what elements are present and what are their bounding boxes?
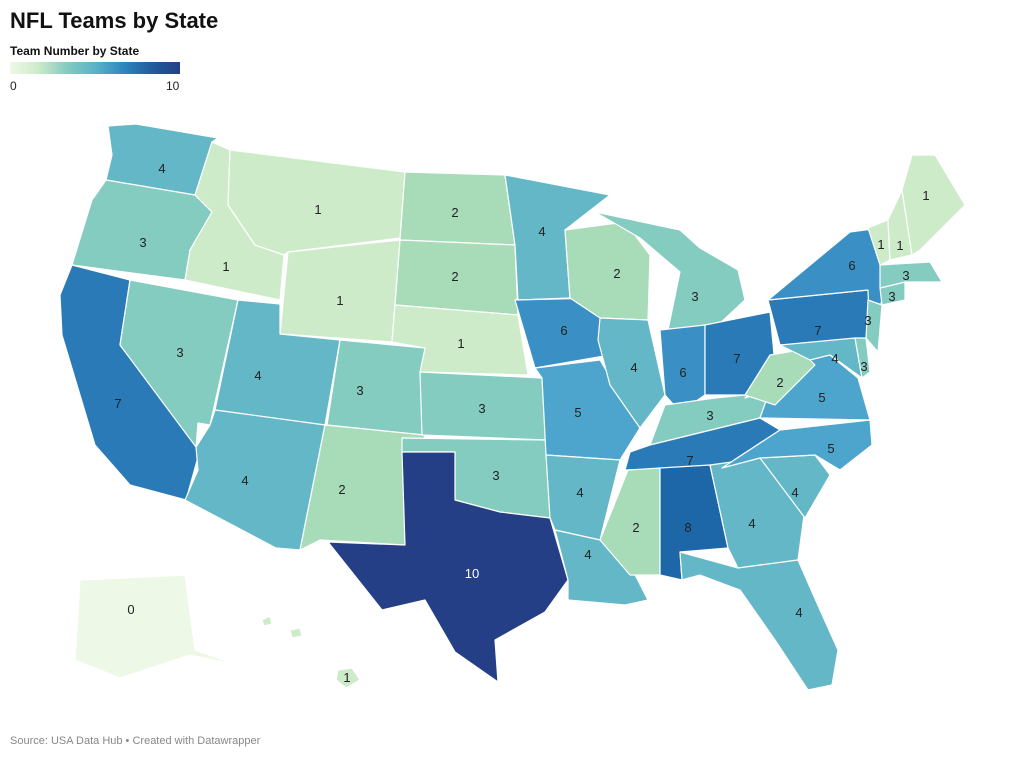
state-value-label-ca: 7 (114, 396, 121, 411)
state-value-label-ks: 3 (478, 401, 485, 416)
state-value-label-md: 4 (831, 351, 838, 366)
state-nj[interactable] (865, 299, 883, 353)
state-de[interactable] (854, 337, 871, 379)
state-value-label-mi: 3 (691, 289, 698, 304)
state-value-label-mo: 5 (574, 405, 581, 420)
state-value-label-va: 5 (818, 390, 825, 405)
state-il[interactable] (597, 317, 666, 429)
state-value-label-az: 4 (241, 473, 248, 488)
state-value-label-oh: 7 (733, 351, 740, 366)
state-mi[interactable] (594, 211, 746, 331)
state-value-label-co: 3 (356, 383, 363, 398)
state-value-label-ar: 4 (576, 485, 583, 500)
source-note: Source: USA Data Hub • Created with Data… (10, 735, 261, 747)
state-value-label-fl: 4 (795, 605, 802, 620)
state-value-label-wv: 2 (776, 375, 783, 390)
state-value-label-wa: 4 (158, 161, 165, 176)
state-nm[interactable] (299, 424, 426, 551)
state-md[interactable] (779, 337, 863, 379)
state-value-label-ms: 2 (632, 520, 639, 535)
state-value-label-nc: 5 (827, 441, 834, 456)
state-value-label-ak: 0 (127, 602, 134, 617)
state-me[interactable] (901, 154, 966, 256)
state-value-label-vt: 1 (877, 237, 884, 252)
state-ma[interactable] (879, 261, 943, 289)
state-value-label-pa: 7 (814, 323, 821, 338)
state-fl[interactable] (679, 551, 839, 691)
state-value-label-sd: 2 (451, 269, 458, 284)
state-value-label-ok: 3 (492, 468, 499, 483)
state-value-label-tn: 7 (686, 453, 693, 468)
state-hi[interactable] (261, 615, 361, 689)
state-co[interactable] (326, 339, 426, 436)
state-value-label-mt: 1 (314, 202, 321, 217)
state-value-label-la: 4 (584, 547, 591, 562)
legend-max-label: 10 (166, 79, 180, 93)
state-value-label-il: 4 (630, 360, 637, 375)
state-value-label-hi: 1 (343, 670, 350, 685)
state-wy[interactable] (279, 239, 401, 343)
state-value-label-me: 1 (922, 188, 929, 203)
state-value-label-ma: 3 (902, 268, 909, 283)
state-value-label-ct: 3 (888, 289, 895, 304)
state-value-label-ga: 4 (748, 516, 755, 531)
state-tx[interactable] (327, 451, 569, 683)
legend-color-scale (10, 62, 180, 74)
state-value-label-id: 1 (222, 259, 229, 274)
state-value-label-ut: 4 (254, 368, 261, 383)
state-value-label-nd: 2 (451, 205, 458, 220)
state-value-label-tx: 10 (465, 566, 479, 581)
state-value-label-ky: 3 (706, 408, 713, 423)
state-value-label-nv: 3 (176, 345, 183, 360)
state-value-label-wi: 2 (613, 266, 620, 281)
state-value-label-mn: 4 (538, 224, 545, 239)
state-ak[interactable] (74, 574, 239, 679)
state-value-label-ne: 1 (457, 336, 464, 351)
state-value-label-in: 6 (679, 365, 686, 380)
state-value-label-wy: 1 (336, 293, 343, 308)
state-value-label-nh: 1 (896, 238, 903, 253)
legend-title: Team Number by State (10, 44, 140, 58)
state-value-label-nm: 2 (338, 482, 345, 497)
state-value-label-nj: 3 (864, 313, 871, 328)
state-value-label-sc: 4 (791, 485, 798, 500)
state-value-label-ny: 6 (848, 258, 855, 273)
legend-min-label: 0 (10, 79, 17, 93)
state-nc[interactable] (721, 419, 873, 471)
state-value-label-ia: 6 (560, 323, 567, 338)
state-value-label-de: 3 (860, 359, 867, 374)
chart-title: NFL Teams by State (10, 8, 219, 33)
state-value-label-or: 3 (139, 235, 146, 250)
state-value-label-al: 8 (684, 520, 691, 535)
